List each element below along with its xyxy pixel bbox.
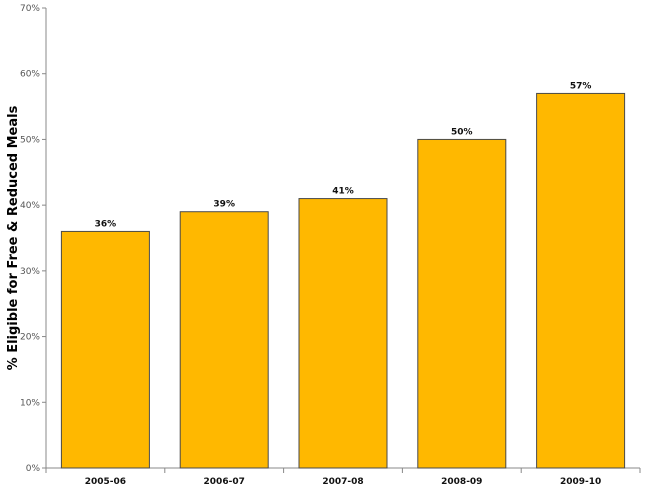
y-axis: 0% 10% 20% 30% 40% 50% 60% 70% [20, 4, 47, 474]
x-category-label: 2007-08 [322, 477, 363, 487]
data-labels: 36% 39% 41% 50% 57% [95, 81, 592, 229]
x-category-label: 2009-10 [560, 477, 601, 487]
data-label-2005-06: 36% [95, 219, 117, 229]
data-label-2008-09: 50% [451, 127, 473, 137]
bar-2006-07 [179, 211, 269, 469]
data-label-2006-07: 39% [213, 200, 235, 210]
x-axis: 2005-06 2006-07 2007-08 2008-09 2009-10 [45, 467, 641, 487]
y-tick-label: 20% [20, 333, 40, 343]
y-tick-label: 30% [20, 267, 40, 277]
y-tick-label: 0% [26, 464, 41, 474]
bars [60, 92, 626, 469]
x-category-label: 2008-09 [441, 477, 482, 487]
x-category-label: 2006-07 [204, 477, 245, 487]
x-category-label: 2005-06 [85, 477, 126, 487]
y-tick-label: 50% [20, 135, 40, 145]
data-label-2007-08: 41% [332, 187, 354, 197]
bar-2009-10 [536, 92, 626, 469]
y-tick-label: 10% [20, 398, 40, 408]
y-tick-label: 70% [20, 4, 40, 14]
bar-2005-06 [60, 230, 150, 469]
y-tick-label: 40% [20, 201, 40, 211]
bar-2007-08 [298, 198, 388, 469]
y-tick-label: 60% [20, 70, 40, 80]
y-axis-title: % Eligible for Free & Reduced Meals [6, 105, 21, 370]
data-label-2009-10: 57% [570, 81, 592, 91]
bar-2008-09 [417, 138, 507, 469]
